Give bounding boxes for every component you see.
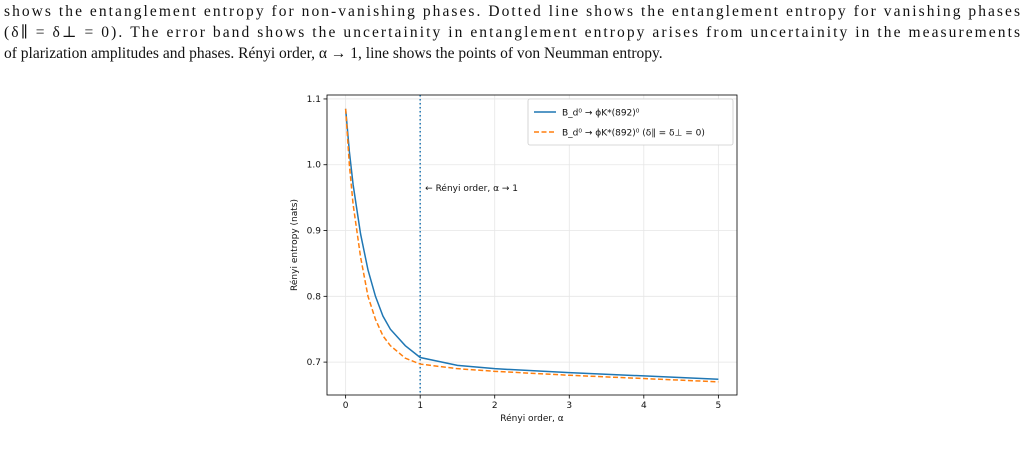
- x-axis-label: Rényi order, α: [500, 413, 563, 424]
- series-line: [344, 108, 719, 380]
- x-tick-label: 5: [715, 401, 721, 411]
- x-tick-label: 2: [492, 401, 498, 411]
- series-line: [344, 108, 719, 383]
- plot-frame: [326, 94, 738, 396]
- legend-label: B_d⁰ → ϕK*(892)⁰: [562, 109, 640, 119]
- y-tick-label: 0.9: [307, 227, 322, 237]
- y-tick-label: 1.0: [307, 161, 322, 171]
- y-axis-label: Rényi entropy (nats): [289, 199, 300, 291]
- paragraph-line: (δ∥ = δ⊥ = 0). The error band shows the …: [4, 24, 1020, 41]
- y-tick-label: 1.1: [307, 95, 321, 105]
- x-tick-label: 1: [417, 401, 423, 411]
- legend-label: B_d⁰ → ϕK*(892)⁰ (δ∥ = δ⊥ = 0): [562, 129, 705, 139]
- y-tick-label: 0.8: [307, 292, 322, 302]
- x-tick-label: 4: [641, 401, 647, 411]
- x-tick-label: 0: [343, 401, 349, 411]
- legend-box: [527, 98, 734, 146]
- paragraph-line: shows the entanglement entropy for non-v…: [4, 3, 1020, 20]
- paragraph-line: of plarization amplitudes and phases. Ré…: [4, 45, 663, 62]
- annotation: ← Rényi order, α → 1: [425, 183, 518, 194]
- x-tick-label: 3: [566, 401, 572, 411]
- y-tick-label: 0.7: [307, 358, 321, 368]
